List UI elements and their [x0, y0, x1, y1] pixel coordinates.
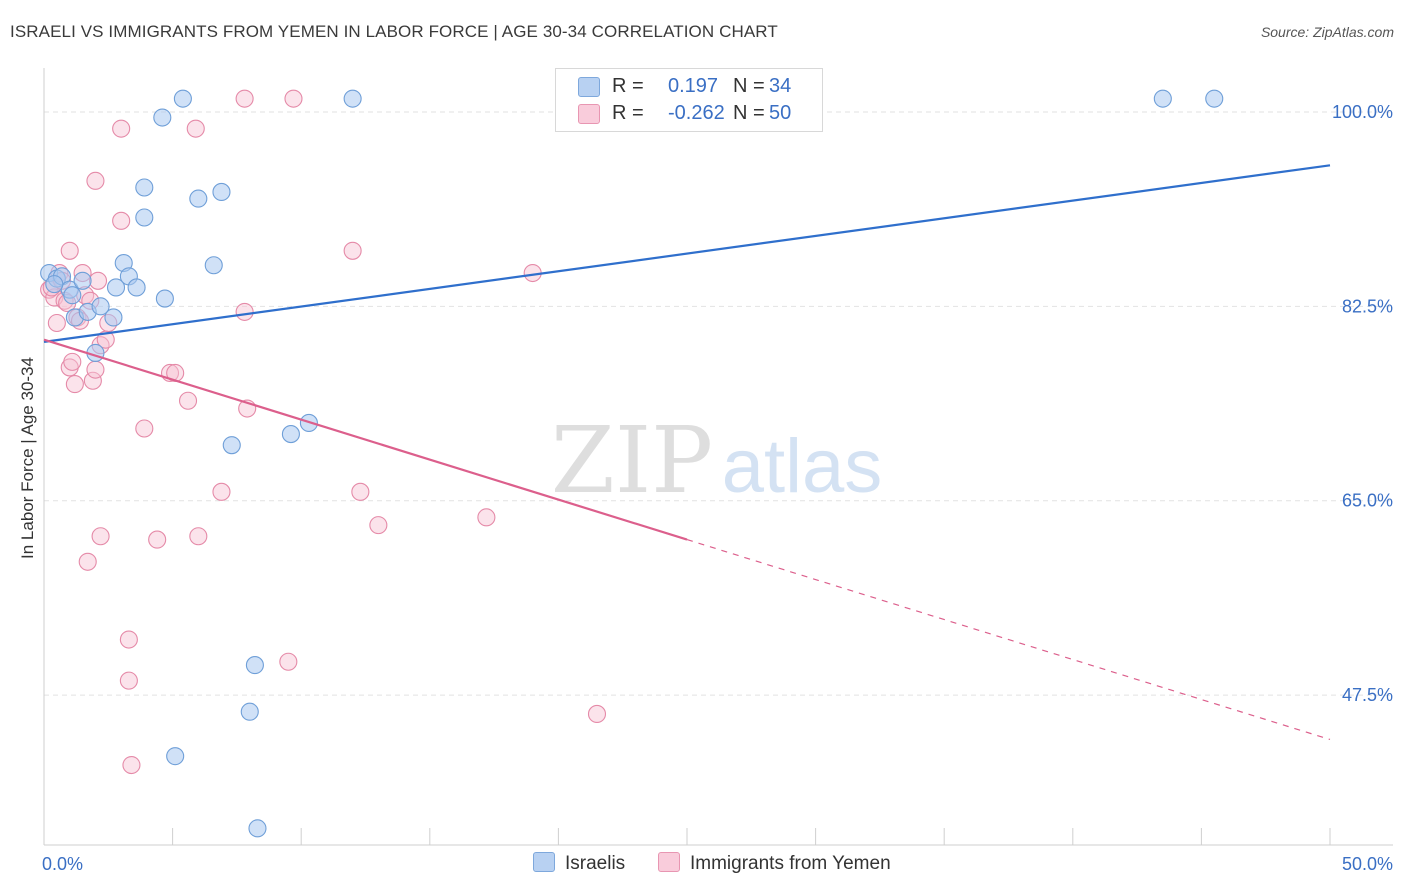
israelis-point: [135, 208, 154, 227]
watermark-zip: ZIP: [551, 407, 713, 514]
legend-r-value: 0.197: [668, 75, 719, 97]
x-tick-label: 0.0%: [42, 854, 83, 874]
israelis-point: [91, 297, 110, 316]
y-axis-label: In Labor Force | Age 30-34: [18, 357, 37, 559]
israelis-point: [343, 89, 362, 108]
y-tick-label: 82.5%: [1342, 296, 1393, 316]
legend-swatch-blue: [578, 77, 600, 97]
yemen-point: [186, 119, 205, 138]
legend-n-label: N =: [733, 102, 765, 124]
series-legend-israelis: Israelis: [533, 852, 625, 875]
israelis-point: [204, 256, 223, 275]
israelis-point: [63, 286, 82, 305]
axes: [43, 68, 1393, 846]
series-swatch-blue: [533, 852, 555, 872]
yemen-points: [40, 89, 607, 775]
chart-title: ISRAELI VS IMMIGRANTS FROM YEMEN IN LABO…: [10, 22, 778, 41]
series-legend: Israelis Immigrants from Yemen: [0, 852, 1406, 878]
israelis-point: [155, 289, 174, 308]
israelis-point: [106, 278, 126, 297]
yemen-point: [235, 302, 254, 321]
yemen-point: [83, 371, 102, 390]
yemen-point: [284, 89, 303, 108]
yemen-point: [587, 704, 607, 723]
y-tick-label: 47.5%: [1342, 685, 1393, 705]
yemen-point: [235, 89, 254, 108]
israelis-point: [166, 747, 185, 766]
yemen-point: [212, 482, 231, 501]
legend-r-value: -0.262: [668, 102, 725, 124]
source-credit: Source: ZipAtlas.com: [1260, 24, 1394, 40]
yemen-point: [112, 211, 131, 230]
watermark-atlas: atlas: [722, 424, 883, 509]
trend-lines: [43, 164, 1331, 741]
yemen-point: [119, 671, 138, 690]
yemen-point: [178, 391, 198, 410]
israelis-point: [45, 275, 64, 294]
israelis-point: [1205, 89, 1224, 108]
yemen-point: [351, 482, 370, 501]
yemen-point: [343, 241, 362, 260]
yemen-point: [148, 530, 167, 549]
israelis-point: [222, 436, 241, 455]
yemen-point: [96, 330, 115, 349]
yemen-point: [65, 375, 84, 394]
yemen-point: [86, 171, 105, 190]
israelis-point: [135, 178, 154, 197]
israelis-point: [127, 278, 146, 297]
israelis-trend-line: [43, 164, 1331, 343]
series-swatch-pink: [658, 852, 680, 872]
israelis-point: [1153, 89, 1172, 108]
tick-labels: 100.0% 82.5% 65.0% 47.5% 0.0% 50.0%: [42, 102, 1393, 874]
yemen-point: [63, 352, 82, 371]
yemen-trend-line-dashed: [686, 539, 1331, 741]
yemen-point: [477, 508, 496, 527]
yemen-point: [122, 755, 141, 775]
stats-legend: R = 0.197 N = 34 R = -0.262 N = 50: [555, 68, 823, 132]
yemen-point: [78, 552, 97, 571]
yemen-point: [119, 630, 138, 649]
israelis-point: [212, 182, 231, 201]
legend-r-label: R =: [612, 102, 644, 124]
series-legend-yemen: Immigrants from Yemen: [658, 852, 891, 875]
legend-swatch-pink: [578, 104, 600, 124]
yemen-point: [47, 313, 66, 333]
yemen-point: [189, 527, 208, 546]
israelis-points: [40, 89, 1224, 838]
legend-r-label: R =: [612, 75, 644, 97]
legend-n-value: 50: [769, 102, 792, 124]
yemen-point: [112, 119, 131, 138]
series-label-israelis: Israelis: [565, 853, 626, 874]
yemen-point: [135, 419, 154, 438]
yemen-point: [91, 527, 110, 546]
israelis-point: [173, 89, 192, 108]
y-tick-label: 100.0%: [1332, 102, 1393, 122]
y-tick-label: 65.0%: [1342, 491, 1393, 511]
watermark: ZIP atlas: [551, 407, 882, 514]
x-tick-label: 50.0%: [1342, 854, 1393, 874]
israelis-point: [281, 425, 300, 444]
series-label-yemen: Immigrants from Yemen: [690, 853, 891, 874]
yemen-point: [88, 271, 108, 290]
yemen-trend-line-solid: [43, 338, 688, 541]
yemen-point: [60, 241, 79, 260]
legend-n-label: N =: [733, 75, 765, 97]
yemen-point: [279, 652, 298, 671]
israelis-point: [248, 819, 267, 838]
israelis-point: [153, 108, 172, 127]
legend-n-value: 34: [769, 75, 792, 97]
israelis-point: [240, 702, 259, 721]
israelis-point: [73, 271, 92, 290]
yemen-point: [369, 516, 388, 535]
israelis-point: [189, 189, 208, 208]
israelis-point: [245, 656, 264, 675]
israelis-point: [104, 308, 123, 327]
yemen-point: [86, 360, 105, 379]
